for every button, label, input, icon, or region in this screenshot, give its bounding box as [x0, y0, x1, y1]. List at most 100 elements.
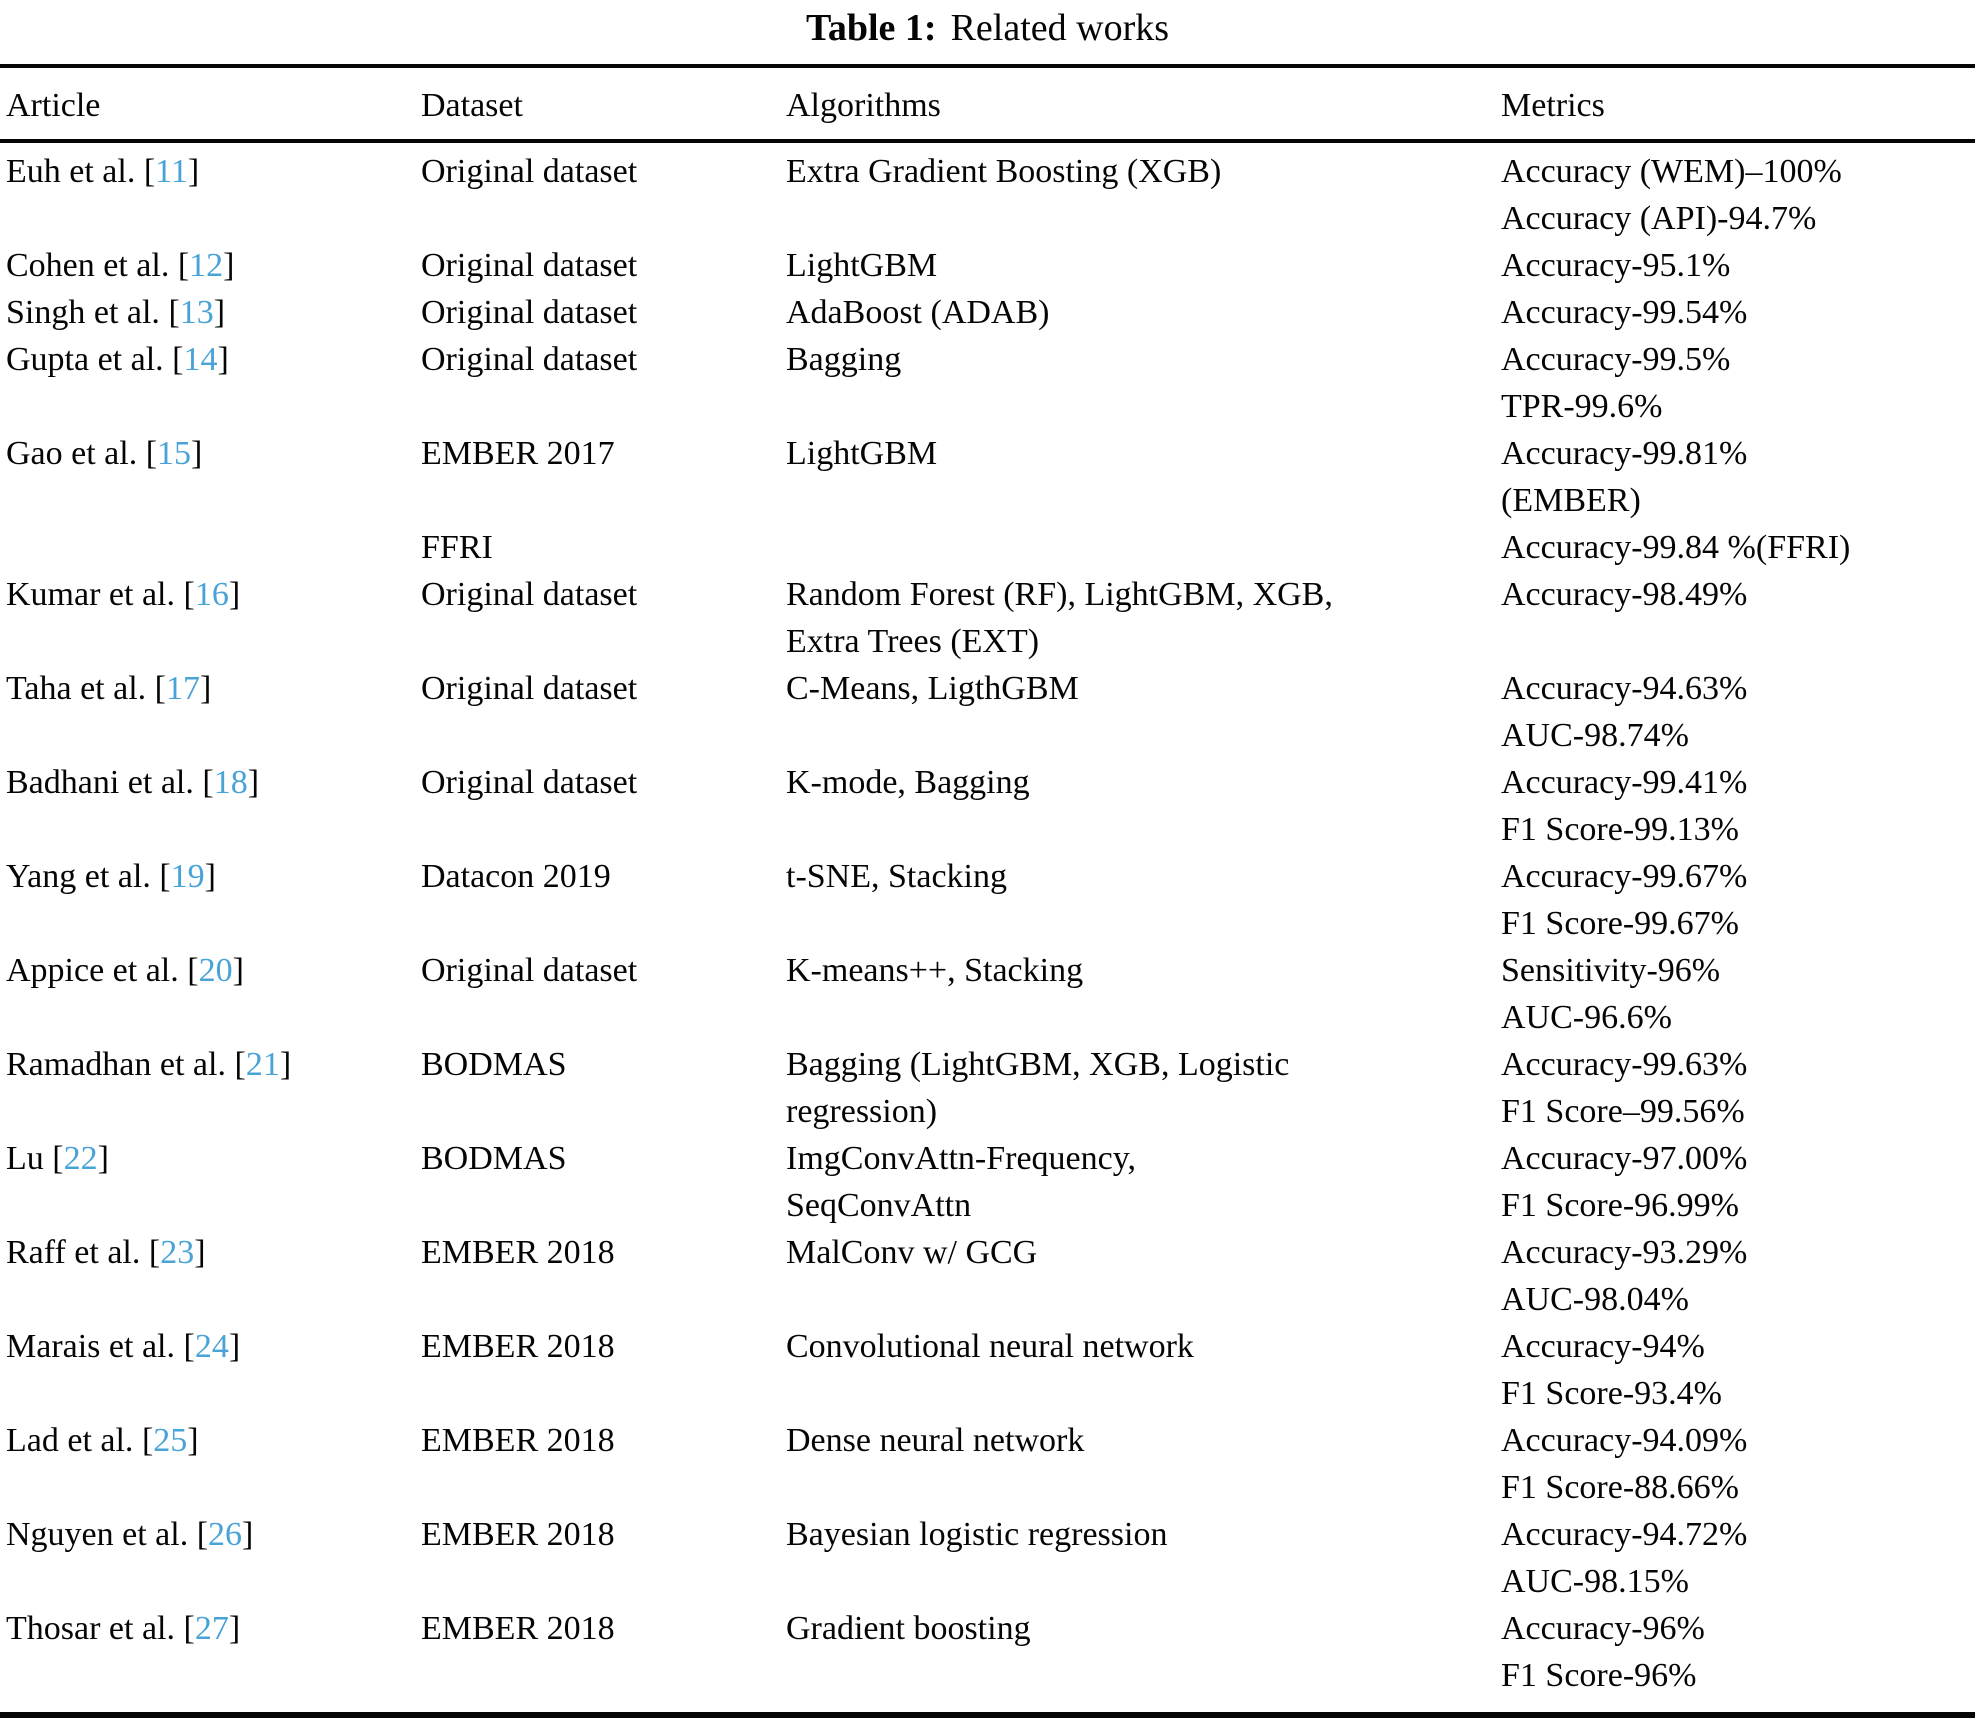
header-rule — [0, 139, 1975, 143]
metrics-cell: Sensitivity-96% AUC-96.6% — [1501, 947, 1961, 1041]
citation-link[interactable]: 11 — [155, 153, 188, 190]
metrics-cell: Accuracy-99.63% F1 Score–99.56% — [1501, 1041, 1961, 1135]
article-author: Cohen et al. — [6, 247, 170, 284]
article-cell: Marais et al. [24] — [6, 1323, 421, 1417]
article-cell: Thosar et al. [27] — [6, 1605, 421, 1699]
citation-bracket-open: [ — [169, 247, 190, 284]
metrics-cell: Accuracy-94.72% AUC-98.15% — [1501, 1511, 1961, 1605]
citation-bracket-close: ] — [228, 1328, 241, 1365]
citation-link[interactable]: 26 — [208, 1516, 243, 1553]
citation-bracket-close: ] — [204, 858, 216, 895]
article-text: Gupta et al. [14] — [6, 336, 421, 383]
article-text: Badhani et al. [18] — [6, 759, 421, 806]
table-row: Marais et al. [24] EMBER 2018 Convolutiona… — [0, 1323, 1975, 1417]
article-author: Badhani et al. — [6, 764, 194, 801]
citation-link[interactable]: 19 — [170, 858, 205, 895]
citation-link[interactable]: 21 — [245, 1046, 280, 1083]
article-author: Euh et al. — [6, 153, 136, 190]
cell-line: Original dataset — [421, 294, 638, 331]
column-header-algorithms: Algorithms — [786, 87, 941, 124]
dataset-cell: EMBER 2018 — [421, 1323, 786, 1417]
cell-line: Convolutional neural network — [786, 1328, 1194, 1365]
column-header-metrics: Metrics — [1501, 87, 1605, 124]
cell-line: t-SNE, Stacking — [786, 858, 1007, 895]
cell-line: Random Forest (RF), LightGBM, XGB, — [786, 576, 1333, 613]
citation-bracket-close: ] — [97, 1140, 109, 1177]
citation-bracket-open: [ — [225, 1046, 246, 1083]
citation-bracket-open: [ — [140, 1234, 161, 1271]
article-text: Yang et al. [19] — [6, 853, 421, 900]
cell-line: Accuracy-99.41% — [1501, 764, 1748, 801]
citation-link[interactable]: 13 — [179, 294, 214, 331]
cell-line: AUC-98.74% — [1501, 717, 1689, 754]
article-text: Taha et al. [17] — [6, 665, 421, 712]
cell-line: Original dataset — [421, 153, 638, 190]
table-row: Lu [22] BODMAS ImgConvAttn-Frequency, SeqCo… — [0, 1135, 1975, 1229]
article-cell: Singh et al. [13] — [6, 289, 421, 336]
citation-link[interactable]: 22 — [63, 1140, 98, 1177]
cell-line: Accuracy-99.54% — [1501, 294, 1748, 331]
cell-line: BODMAS — [421, 1046, 567, 1083]
cell-line: SeqConvAttn — [786, 1187, 972, 1224]
cell-line: Accuracy-98.49% — [1501, 576, 1748, 613]
article-text: Raff et al. [23] — [6, 1229, 421, 1276]
article-cell: Badhani et al. [18] — [6, 759, 421, 853]
table-title: Table 1: Related works — [0, 2, 1975, 54]
metrics-cell: Accuracy-94% F1 Score-93.4% — [1501, 1323, 1961, 1417]
table-title-text: Related works — [950, 7, 1170, 49]
citation-bracket-open: [ — [178, 952, 199, 989]
citation-link[interactable]: 24 — [194, 1328, 229, 1365]
cell-line: Original dataset — [421, 952, 638, 989]
citation-link[interactable]: 25 — [153, 1422, 188, 1459]
cell-line: Accuracy (WEM)–100% — [1501, 153, 1842, 190]
article-text: Gao et al. [15] — [6, 430, 421, 477]
article-author: Gupta et al. — [6, 341, 164, 378]
algorithms-cell: Bagging (LightGBM, XGB, Logistic regressi… — [786, 1041, 1501, 1135]
dataset-cell: Original dataset — [421, 242, 786, 289]
cell-line: F1 Score-96% — [1501, 1657, 1697, 1694]
article-author: Lad et al. — [6, 1422, 134, 1459]
table-row: Euh et al. [11] Original dataset Extra Gra… — [0, 148, 1975, 242]
table-header-row: Article Dataset Algorithms Metrics — [0, 82, 1975, 129]
citation-link[interactable]: 15 — [157, 435, 192, 472]
cell-line: regression) — [786, 1093, 938, 1130]
metrics-cell: Accuracy-99.54% — [1501, 289, 1961, 336]
table-row: Appice et al. [20] Original dataset K-mean… — [0, 947, 1975, 1041]
citation-link[interactable]: 16 — [194, 576, 229, 613]
cell-line: Accuracy-94.72% — [1501, 1516, 1748, 1553]
citation-bracket-close: ] — [228, 576, 241, 613]
article-text: Lad et al. [25] — [6, 1417, 421, 1464]
dataset-cell: Original dataset — [421, 336, 786, 430]
cell-line: Accuracy-99.63% — [1501, 1046, 1748, 1083]
citation-bracket-close: ] — [242, 1516, 254, 1553]
citation-bracket-open: [ — [137, 435, 158, 472]
dataset-cell: EMBER 2017 FFRI — [421, 430, 786, 571]
citation-link[interactable]: 17 — [165, 670, 200, 707]
cell-line: Accuracy-94% — [1501, 1328, 1705, 1365]
citation-bracket-close: ] — [191, 435, 203, 472]
citation-bracket-close: ] — [232, 952, 244, 989]
citation-link[interactable]: 18 — [213, 764, 248, 801]
metrics-cell: Accuracy-97.00% F1 Score-96.99% — [1501, 1135, 1961, 1229]
citation-link[interactable]: 12 — [189, 247, 224, 284]
article-author: Nguyen et al. — [6, 1516, 189, 1553]
citation-link[interactable]: 23 — [160, 1234, 195, 1271]
article-author: Appice et al. — [6, 952, 179, 989]
citation-link[interactable]: 27 — [194, 1610, 229, 1647]
cell-line: BODMAS — [421, 1140, 567, 1177]
citation-link[interactable]: 20 — [198, 952, 233, 989]
cell-line: K-means++, Stacking — [786, 952, 1084, 989]
cell-line: F1 Score-96.99% — [1501, 1187, 1739, 1224]
dataset-cell: BODMAS — [421, 1135, 786, 1229]
algorithms-cell: MalConv w/ GCG — [786, 1229, 1501, 1323]
cell-line: F1 Score-93.4% — [1501, 1375, 1722, 1412]
algorithms-cell: LightGBM — [786, 430, 1501, 571]
article-text: Ramadhan et al. [21] — [6, 1041, 421, 1088]
cell-line: AUC-96.6% — [1501, 999, 1672, 1036]
table-row: Singh et al. [13] Original dataset AdaBoos… — [0, 289, 1975, 336]
metrics-cell: Accuracy-94.63% AUC-98.74% — [1501, 665, 1961, 759]
citation-link[interactable]: 14 — [183, 341, 218, 378]
algorithms-cell: Convolutional neural network — [786, 1323, 1501, 1417]
cell-line: Bagging — [786, 341, 902, 378]
dataset-cell: Original dataset — [421, 289, 786, 336]
